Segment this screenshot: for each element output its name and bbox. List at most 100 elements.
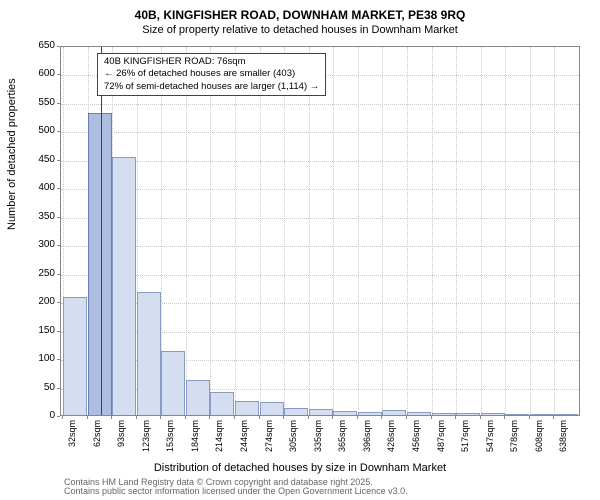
gridline-h <box>61 189 579 190</box>
gridline-h <box>61 275 579 276</box>
ytick-mark <box>57 245 60 246</box>
property-size-histogram: 40B, KINGFISHER ROAD, DOWNHAM MARKET, PE… <box>0 0 600 500</box>
ytick-mark <box>57 188 60 189</box>
xtick-label: 62sqm <box>92 420 102 460</box>
ytick-mark <box>57 217 60 218</box>
xtick-label: 638sqm <box>558 420 568 460</box>
ytick-label: 500 <box>20 126 55 136</box>
xtick-label: 305sqm <box>288 420 298 460</box>
histogram-bar <box>235 401 259 415</box>
xtick-label: 365sqm <box>337 420 347 460</box>
gridline-h <box>61 161 579 162</box>
ytick-mark <box>57 160 60 161</box>
xtick-mark <box>87 416 88 419</box>
xtick-mark <box>504 416 505 419</box>
histogram-bar <box>358 412 382 415</box>
histogram-bar <box>530 414 554 415</box>
xtick-mark <box>62 416 63 419</box>
ytick-label: 0 <box>20 411 55 421</box>
xtick-label: 547sqm <box>485 420 495 460</box>
histogram-bar <box>161 351 185 415</box>
gridline-v <box>505 47 506 415</box>
xtick-mark <box>529 416 530 419</box>
gridline-v <box>358 47 359 415</box>
ytick-label: 450 <box>20 155 55 165</box>
ytick-label: 100 <box>20 354 55 364</box>
histogram-bar <box>309 409 333 415</box>
xtick-label: 578sqm <box>509 420 519 460</box>
xtick-mark <box>111 416 112 419</box>
xtick-mark <box>209 416 210 419</box>
xtick-mark <box>381 416 382 419</box>
ytick-label: 400 <box>20 183 55 193</box>
gridline-v <box>309 47 310 415</box>
gridline-v <box>530 47 531 415</box>
xtick-label: 608sqm <box>534 420 544 460</box>
ytick-mark <box>57 74 60 75</box>
xtick-label: 244sqm <box>239 420 249 460</box>
gridline-v <box>407 47 408 415</box>
histogram-bar <box>284 408 308 415</box>
xtick-mark <box>332 416 333 419</box>
xtick-label: 426sqm <box>386 420 396 460</box>
annotation-callout: 40B KINGFISHER ROAD: 76sqm ← 26% of deta… <box>97 53 326 96</box>
xtick-mark <box>259 416 260 419</box>
ytick-label: 550 <box>20 98 55 108</box>
xtick-label: 153sqm <box>165 420 175 460</box>
gridline-v <box>432 47 433 415</box>
histogram-bar <box>186 380 210 415</box>
histogram-bar <box>481 413 505 415</box>
xtick-mark <box>553 416 554 419</box>
x-axis-label: Distribution of detached houses by size … <box>0 462 600 474</box>
ytick-mark <box>57 331 60 332</box>
chart-title: 40B, KINGFISHER ROAD, DOWNHAM MARKET, PE… <box>0 0 600 22</box>
attribution-line2: Contains public sector information licen… <box>64 487 408 496</box>
xtick-mark <box>455 416 456 419</box>
xtick-mark <box>308 416 309 419</box>
ytick-label: 300 <box>20 240 55 250</box>
ytick-mark <box>57 388 60 389</box>
gridline-v <box>333 47 334 415</box>
gridline-v <box>210 47 211 415</box>
y-axis-label: Number of detached properties <box>6 78 18 230</box>
xtick-mark <box>431 416 432 419</box>
gridline-v <box>284 47 285 415</box>
histogram-bar <box>407 412 431 415</box>
ytick-mark <box>57 359 60 360</box>
annotation-line2: ← 26% of detached houses are smaller (40… <box>104 68 319 80</box>
xtick-label: 184sqm <box>190 420 200 460</box>
plot-area: 40B KINGFISHER ROAD: 76sqm ← 26% of deta… <box>60 46 580 416</box>
xtick-mark <box>185 416 186 419</box>
xtick-label: 396sqm <box>362 420 372 460</box>
histogram-bar <box>333 411 357 415</box>
ytick-label: 150 <box>20 326 55 336</box>
histogram-bar <box>432 413 456 415</box>
ytick-label: 250 <box>20 269 55 279</box>
gridline-v <box>235 47 236 415</box>
histogram-bar <box>112 157 136 415</box>
xtick-mark <box>234 416 235 419</box>
xtick-label: 456sqm <box>411 420 421 460</box>
xtick-mark <box>283 416 284 419</box>
histogram-bar <box>260 402 284 415</box>
xtick-label: 487sqm <box>436 420 446 460</box>
xtick-mark <box>136 416 137 419</box>
gridline-v <box>382 47 383 415</box>
chart-subtitle: Size of property relative to detached ho… <box>0 22 600 36</box>
highlight-indicator-line <box>101 47 102 415</box>
xtick-label: 214sqm <box>214 420 224 460</box>
xtick-label: 123sqm <box>141 420 151 460</box>
histogram-bar <box>456 413 480 415</box>
ytick-mark <box>57 103 60 104</box>
histogram-bar <box>88 113 112 415</box>
gridline-v <box>456 47 457 415</box>
xtick-label: 93sqm <box>116 420 126 460</box>
xtick-label: 517sqm <box>460 420 470 460</box>
ytick-mark <box>57 302 60 303</box>
gridline-v <box>260 47 261 415</box>
histogram-bar <box>63 297 87 415</box>
xtick-mark <box>160 416 161 419</box>
gridline-h <box>61 104 579 105</box>
histogram-bar <box>210 392 234 415</box>
attribution-text: Contains HM Land Registry data © Crown c… <box>64 478 408 497</box>
